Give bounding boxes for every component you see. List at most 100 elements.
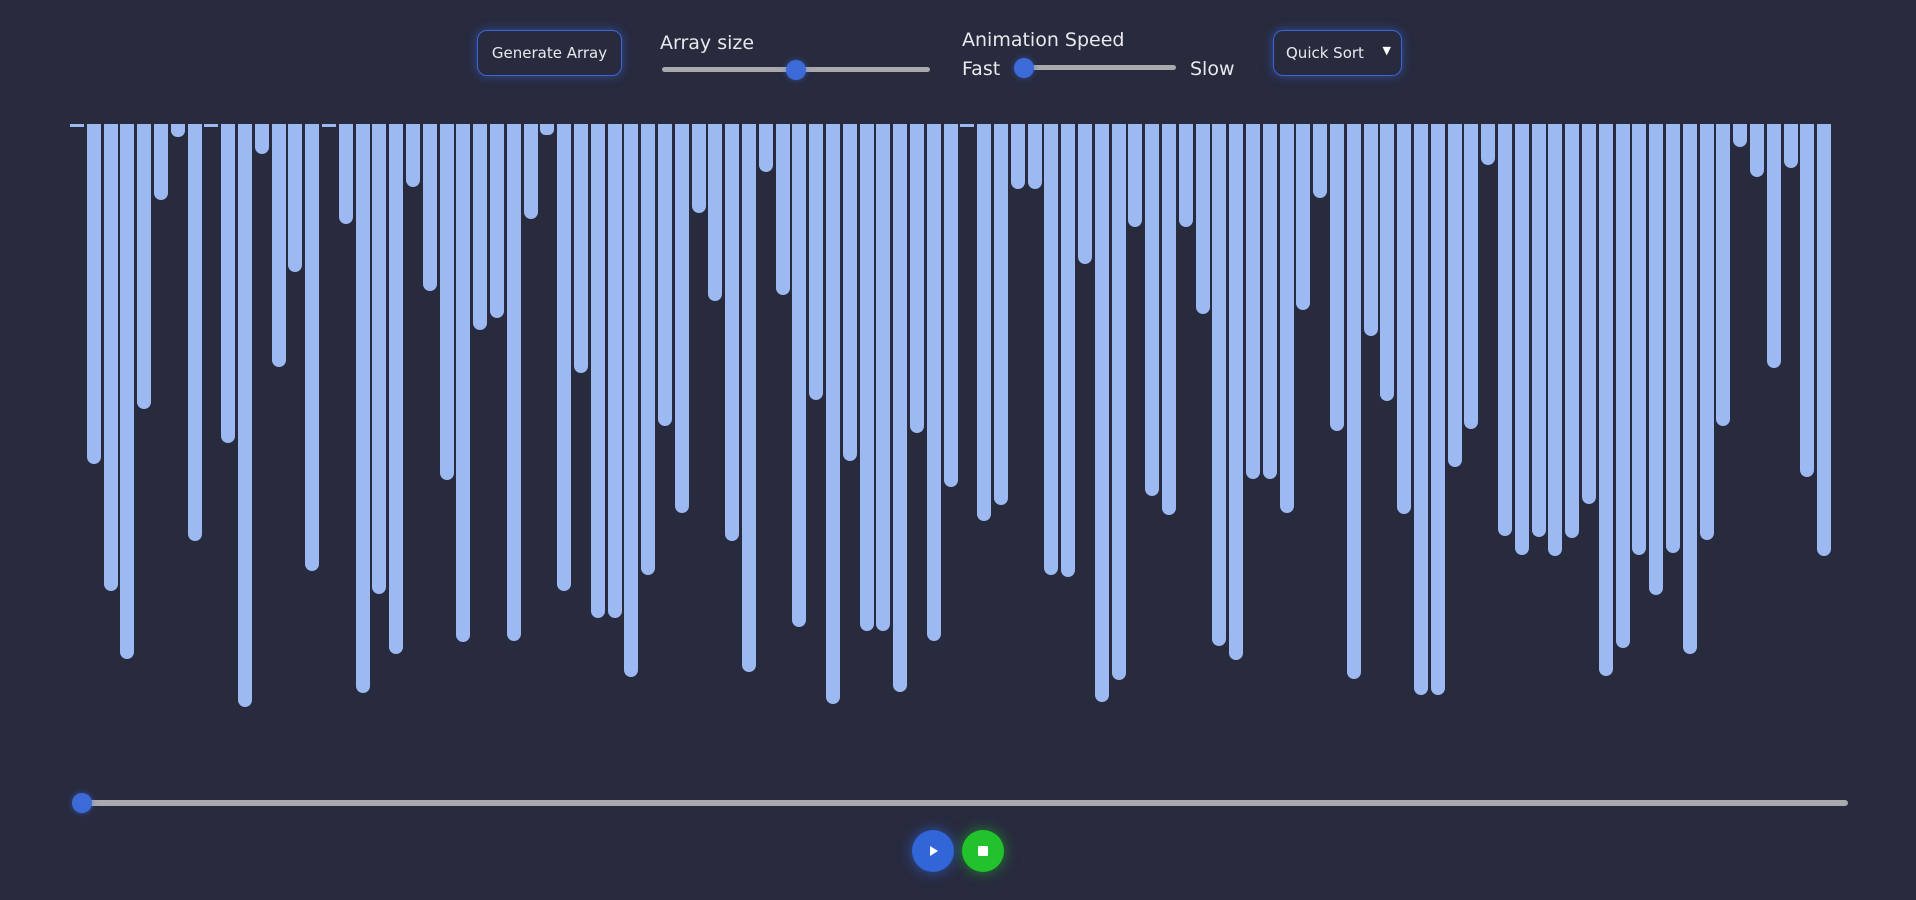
array-bar — [926, 124, 941, 641]
array-size-label: Array size — [660, 32, 755, 54]
array-bar — [1800, 124, 1815, 477]
array-bar — [439, 124, 454, 480]
array-bar — [1162, 124, 1176, 515]
array-bar — [1615, 124, 1630, 648]
caret-down-icon: ▼ — [1382, 44, 1391, 57]
array-bar — [1632, 124, 1647, 555]
array-bar — [86, 124, 101, 464]
speed-fast-label: Fast — [962, 58, 1001, 80]
array-bar — [826, 124, 840, 704]
array-size-thumb[interactable] — [786, 60, 806, 80]
array-bar — [1565, 124, 1580, 538]
array-bar — [1296, 124, 1311, 310]
speed-track — [1014, 65, 1176, 70]
array-bar — [1094, 124, 1109, 702]
array-bar — [994, 124, 1008, 505]
array-bar — [876, 124, 891, 631]
array-bar — [1766, 124, 1781, 368]
array-bar — [691, 124, 706, 213]
array-bar — [70, 124, 84, 127]
array-bar — [893, 124, 908, 692]
generate-array-button[interactable]: Generate Array — [477, 30, 622, 76]
array-bar — [1145, 124, 1160, 496]
array-bars — [70, 124, 1846, 724]
array-bar — [607, 124, 622, 618]
array-bar — [120, 124, 135, 659]
array-bar — [725, 124, 740, 541]
array-bar — [204, 124, 219, 127]
array-bar — [1380, 124, 1395, 401]
array-bar — [338, 124, 353, 224]
array-bar — [1044, 124, 1059, 575]
array-bar — [658, 124, 672, 426]
array-bar — [1330, 124, 1344, 431]
array-bar — [1178, 124, 1193, 227]
play-icon — [930, 846, 938, 856]
array-bar — [271, 124, 286, 367]
array-bar — [574, 124, 588, 373]
play-button[interactable] — [912, 830, 954, 872]
array-bar — [187, 124, 202, 541]
algorithm-select-value: Quick Sort — [1286, 44, 1364, 62]
array-bar — [842, 124, 857, 461]
array-bar — [1414, 124, 1428, 695]
array-bar — [1128, 124, 1143, 227]
array-bar — [456, 124, 471, 642]
animation-speed-slider[interactable] — [1014, 58, 1176, 78]
array-bar — [624, 124, 639, 677]
array-bar — [1262, 124, 1277, 479]
array-bar — [859, 124, 874, 631]
array-bar — [355, 124, 370, 693]
stop-button[interactable] — [962, 830, 1004, 872]
array-bar — [674, 124, 689, 513]
array-bar — [977, 124, 992, 521]
array-bar — [1498, 124, 1512, 536]
array-bar — [1363, 124, 1378, 336]
array-bar — [1078, 124, 1092, 264]
array-bar — [1649, 124, 1664, 595]
array-bar — [775, 124, 790, 295]
array-bar — [641, 124, 656, 575]
array-bar — [137, 124, 152, 409]
speed-thumb[interactable] — [1014, 58, 1034, 78]
timeline-slider[interactable] — [72, 793, 1848, 813]
array-bar — [422, 124, 437, 291]
array-bar — [221, 124, 236, 443]
array-bar — [523, 124, 538, 219]
array-bar — [758, 124, 773, 172]
array-bar — [406, 124, 420, 187]
array-bar — [540, 124, 555, 135]
array-bar — [1733, 124, 1748, 147]
array-bar — [742, 124, 756, 672]
array-bar — [1346, 124, 1361, 679]
array-bar — [154, 124, 168, 200]
array-bar — [1598, 124, 1613, 676]
array-bar — [1464, 124, 1479, 429]
array-bar — [1548, 124, 1563, 556]
array-bar — [288, 124, 303, 272]
array-bar — [590, 124, 605, 618]
array-bar — [490, 124, 504, 318]
array-bar — [1246, 124, 1260, 479]
array-bar — [1716, 124, 1731, 426]
stop-icon — [978, 846, 988, 856]
algorithm-select[interactable]: Quick Sort ▼ — [1273, 30, 1402, 76]
array-bar — [1447, 124, 1462, 467]
array-bar — [910, 124, 924, 433]
array-bar — [1531, 124, 1546, 537]
array-bar — [322, 124, 336, 127]
array-size-slider[interactable] — [662, 60, 930, 80]
array-bar — [1682, 124, 1697, 654]
array-bar — [1313, 124, 1328, 198]
array-bar — [1010, 124, 1025, 189]
array-bar — [943, 124, 958, 487]
array-bar — [1699, 124, 1714, 540]
speed-slow-label: Slow — [1190, 58, 1235, 80]
array-bar — [103, 124, 118, 591]
array-bar — [1430, 124, 1445, 695]
array-bar — [708, 124, 723, 301]
array-bar — [1481, 124, 1496, 165]
array-bar — [1783, 124, 1798, 168]
timeline-thumb[interactable] — [72, 793, 92, 813]
array-bar — [389, 124, 404, 654]
